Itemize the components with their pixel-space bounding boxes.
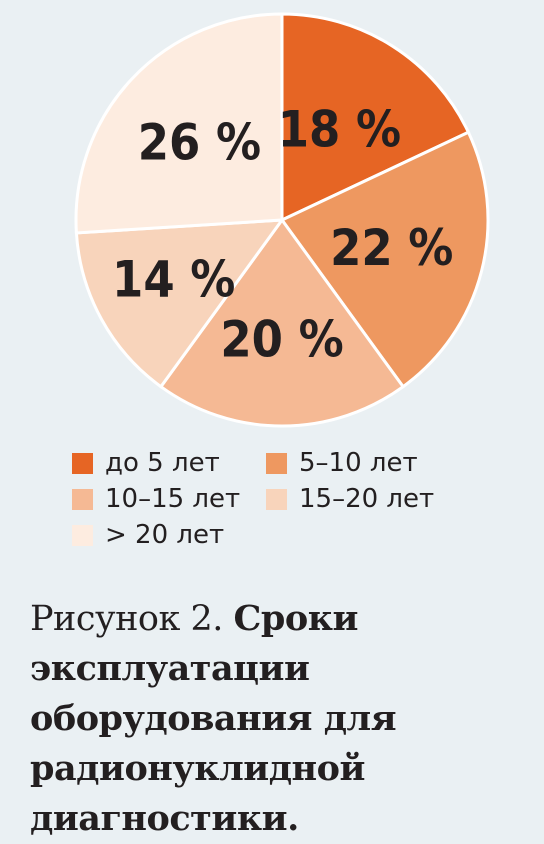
pie-value-label: 14 % [112, 251, 235, 309]
pie-chart: 18 % 22 % 20 %14 % 26 % [74, 12, 490, 428]
pie-value-label: 18 % [278, 101, 401, 159]
pie-value-label: 22 % [330, 219, 453, 277]
pie-value-label: 20 % [220, 310, 343, 368]
legend-item-4: > 20 лет [72, 520, 224, 550]
legend-label: до 5 лет [105, 448, 220, 478]
pie-value-labels: 18 % 22 % 20 %14 % 26 % [112, 101, 453, 369]
pie-slices [74, 12, 490, 428]
figure-number: Рисунок 2. [30, 599, 223, 639]
legend-item-1: 5–10 лет [266, 448, 418, 478]
legend-label: > 20 лет [105, 520, 225, 550]
legend-swatch [266, 488, 287, 510]
figure-caption: Рисунок 2. Сроки эксплуатации оборудован… [30, 594, 530, 844]
legend-swatch [72, 524, 93, 546]
pie-value-label: 26 % [138, 113, 261, 171]
legend-item-3: 15–20 лет [266, 484, 434, 514]
pie-slice [279, 130, 490, 389]
pie-slice [280, 12, 471, 223]
pie-slice [158, 217, 406, 428]
legend-item-0: до 5 лет [72, 448, 220, 478]
pie-slice [74, 218, 286, 389]
legend-label: 10–15 лет [105, 484, 241, 514]
legend-swatch [266, 452, 287, 474]
pie-slice [74, 12, 284, 235]
legend-swatch [72, 488, 93, 510]
legend-item-2: 10–15 лет [72, 484, 240, 514]
legend-label: 15–20 лет [299, 484, 435, 514]
legend-label: 5–10 лет [299, 448, 418, 478]
legend-swatch [72, 452, 93, 474]
